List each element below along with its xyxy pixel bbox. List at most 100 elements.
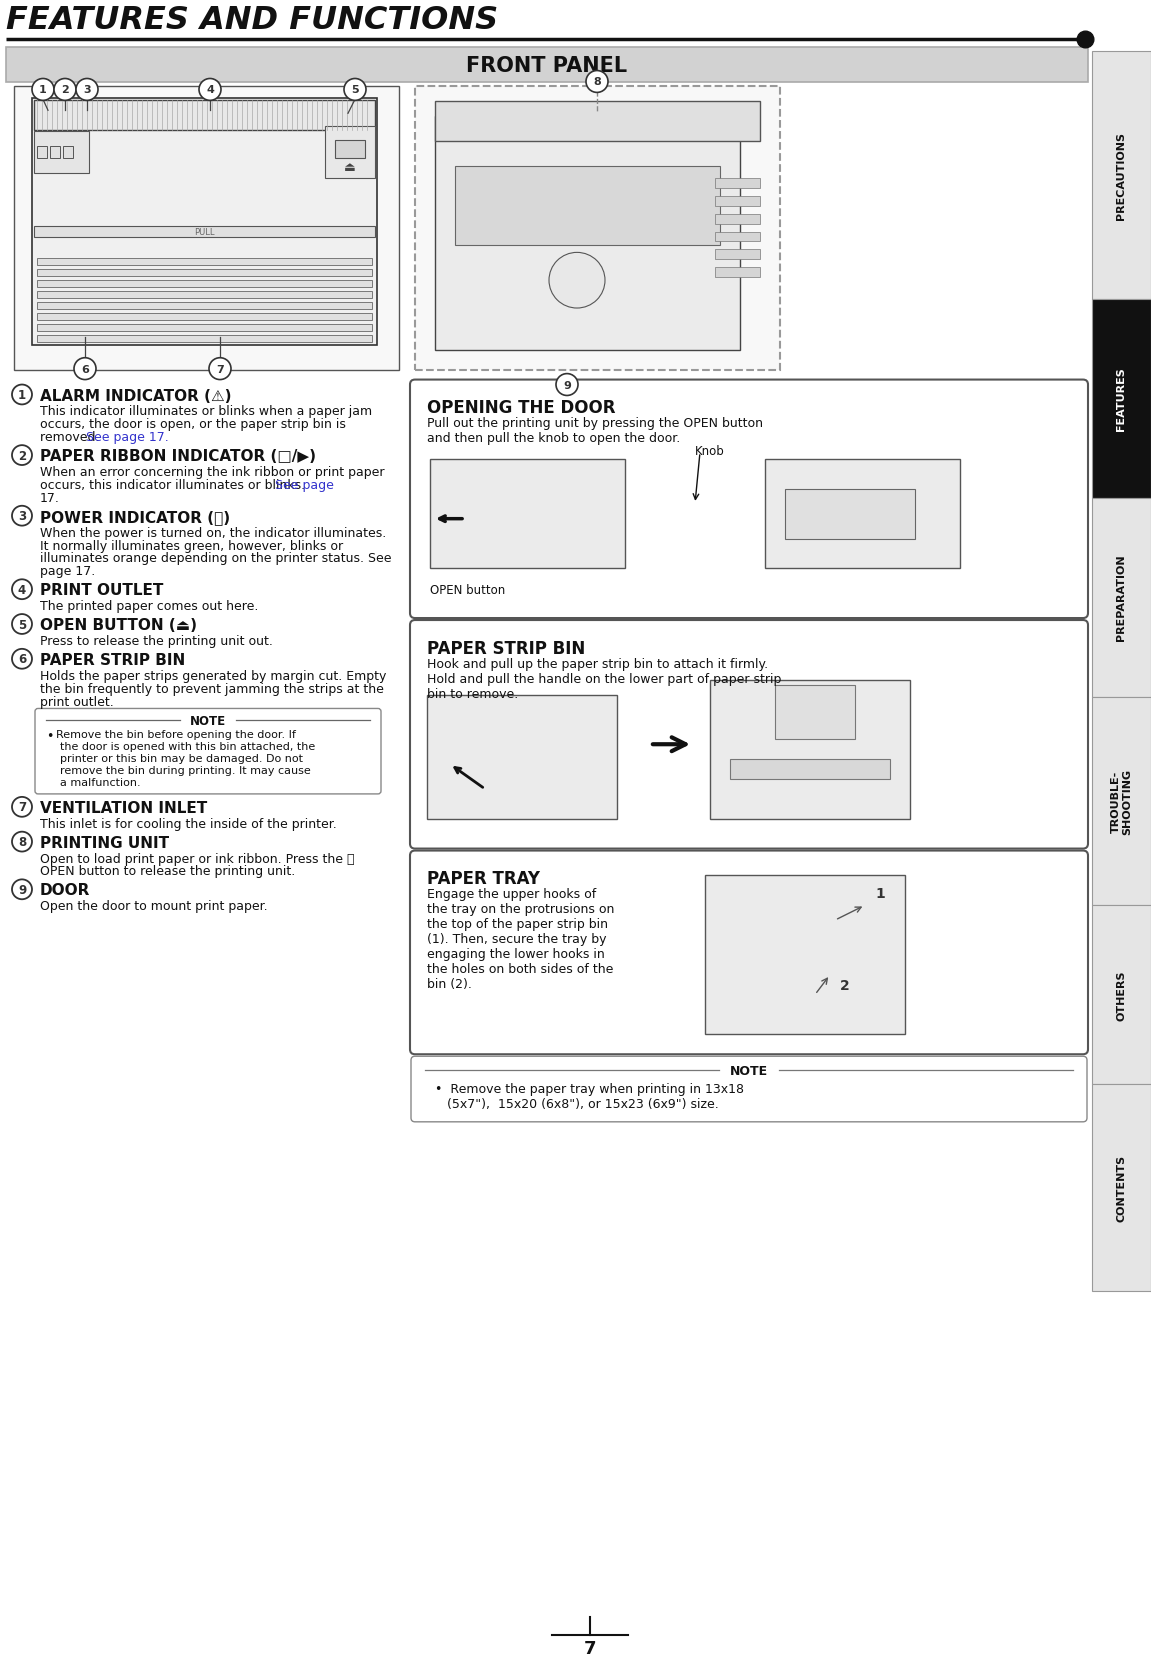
Bar (785, 489, 915, 539)
Text: FRONT PANEL: FRONT PANEL (466, 56, 627, 76)
Bar (775, 686, 855, 739)
Text: 1: 1 (18, 389, 26, 401)
Bar (63, 147, 73, 159)
Text: occurs, the door is open, or the paper strip bin is: occurs, the door is open, or the paper s… (40, 418, 345, 431)
Text: 4: 4 (206, 86, 214, 96)
Bar (35, 227, 375, 239)
Text: FEATURES AND FUNCTIONS: FEATURES AND FUNCTIONS (6, 5, 498, 36)
Circle shape (556, 374, 578, 396)
Circle shape (12, 832, 32, 852)
Text: print outlet.: print outlet. (40, 696, 114, 708)
Text: OPENING THE DOOR: OPENING THE DOOR (427, 399, 616, 418)
Text: DOOR: DOOR (40, 883, 91, 898)
FancyBboxPatch shape (411, 1057, 1087, 1122)
Bar (6, 48, 1088, 83)
Bar (1092, 300, 1151, 499)
Text: Pull out the printing unit by pressing the OPEN button
and then pull the knob to: Pull out the printing unit by pressing t… (427, 418, 763, 446)
Text: remove the bin during printing. It may cause: remove the bin during printing. It may c… (60, 766, 311, 775)
FancyBboxPatch shape (35, 709, 381, 794)
Bar (430, 459, 625, 568)
Bar (37, 147, 47, 159)
Text: •  Remove the paper tray when printing in 13x18
   (5x7"),  15x20 (6x8"), or 15x: • Remove the paper tray when printing in… (435, 1082, 744, 1110)
Text: 6: 6 (18, 653, 26, 666)
Text: POWER INDICATOR (⏻): POWER INDICATOR (⏻) (40, 509, 230, 524)
Text: 4: 4 (18, 583, 26, 597)
Bar (1092, 499, 1151, 698)
Text: 3: 3 (18, 510, 26, 524)
Text: ⏏: ⏏ (344, 161, 356, 174)
Text: This inlet is for cooling the inside of the printer.: This inlet is for cooling the inside of … (40, 817, 337, 830)
Circle shape (12, 615, 32, 635)
Circle shape (12, 650, 32, 669)
Bar (35, 133, 89, 174)
Text: CONTENTS: CONTENTS (1116, 1155, 1127, 1221)
Bar (37, 336, 372, 343)
Bar (1092, 698, 1151, 906)
Circle shape (74, 358, 96, 381)
Bar (427, 696, 617, 819)
Bar (37, 313, 372, 321)
Text: OPEN button: OPEN button (430, 583, 505, 597)
Bar (715, 179, 760, 189)
Text: the door is opened with this bin attached, the: the door is opened with this bin attache… (60, 742, 315, 752)
Text: a malfunction.: a malfunction. (60, 777, 140, 787)
Circle shape (344, 80, 366, 101)
Bar (706, 877, 905, 1034)
Text: 8: 8 (18, 835, 26, 848)
Bar (715, 232, 760, 242)
Text: 8: 8 (593, 78, 601, 88)
Text: When an error concerning the ink ribbon or print paper: When an error concerning the ink ribbon … (40, 466, 384, 479)
Text: PRINTING UNIT: PRINTING UNIT (40, 835, 169, 850)
Text: 17.: 17. (40, 492, 60, 504)
Circle shape (549, 254, 605, 308)
Text: When the power is turned on, the indicator illuminates.: When the power is turned on, the indicat… (40, 527, 387, 539)
Text: This indicator illuminates or blinks when a paper jam: This indicator illuminates or blinks whe… (40, 406, 372, 418)
Text: PAPER RIBBON INDICATOR (□/▶): PAPER RIBBON INDICATOR (□/▶) (40, 449, 317, 464)
Bar (765, 459, 960, 568)
Text: It normally illuminates green, however, blinks or: It normally illuminates green, however, … (40, 539, 343, 552)
Circle shape (199, 80, 221, 101)
Circle shape (12, 386, 32, 406)
Text: 2: 2 (840, 978, 849, 993)
Text: •: • (46, 729, 53, 742)
Circle shape (12, 446, 32, 466)
Text: removed.: removed. (40, 431, 104, 444)
Text: NOTE: NOTE (730, 1064, 768, 1077)
Bar (37, 303, 372, 310)
Circle shape (12, 580, 32, 600)
Text: 1: 1 (39, 86, 47, 96)
Text: PRECAUTIONS: PRECAUTIONS (1116, 133, 1127, 220)
Circle shape (54, 80, 76, 101)
FancyBboxPatch shape (410, 381, 1088, 618)
Text: The printed paper comes out here.: The printed paper comes out here. (40, 600, 258, 613)
Circle shape (12, 797, 32, 817)
Bar (730, 759, 890, 779)
Bar (335, 141, 365, 159)
Text: PAPER STRIP BIN: PAPER STRIP BIN (40, 653, 185, 668)
Text: 2: 2 (18, 449, 26, 462)
Circle shape (209, 358, 231, 381)
FancyBboxPatch shape (410, 852, 1088, 1054)
Text: NOTE: NOTE (190, 714, 226, 727)
Text: PRINT OUTLET: PRINT OUTLET (40, 583, 163, 598)
Text: OPEN BUTTON (⏏): OPEN BUTTON (⏏) (40, 618, 197, 633)
Circle shape (76, 80, 98, 101)
Bar (1092, 906, 1151, 1084)
Text: Open the door to mount print paper.: Open the door to mount print paper. (40, 900, 268, 913)
Text: OTHERS: OTHERS (1116, 969, 1127, 1021)
Bar (32, 99, 378, 346)
Text: TROUBLE-
SHOOTING: TROUBLE- SHOOTING (1111, 769, 1133, 835)
Circle shape (12, 880, 32, 900)
Text: See page: See page (275, 479, 334, 492)
Bar (37, 282, 372, 288)
Text: 7: 7 (584, 1639, 596, 1657)
Text: FEATURES: FEATURES (1116, 368, 1127, 431)
Text: page 17.: page 17. (40, 565, 96, 578)
Text: OPEN button to release the printing unit.: OPEN button to release the printing unit… (40, 865, 296, 878)
Text: 3: 3 (83, 86, 91, 96)
Text: PAPER TRAY: PAPER TRAY (427, 870, 540, 888)
Text: PREPARATION: PREPARATION (1116, 555, 1127, 641)
Text: printer or this bin may be damaged. Do not: printer or this bin may be damaged. Do n… (60, 754, 303, 764)
Bar (1092, 51, 1151, 300)
Bar (710, 681, 910, 819)
